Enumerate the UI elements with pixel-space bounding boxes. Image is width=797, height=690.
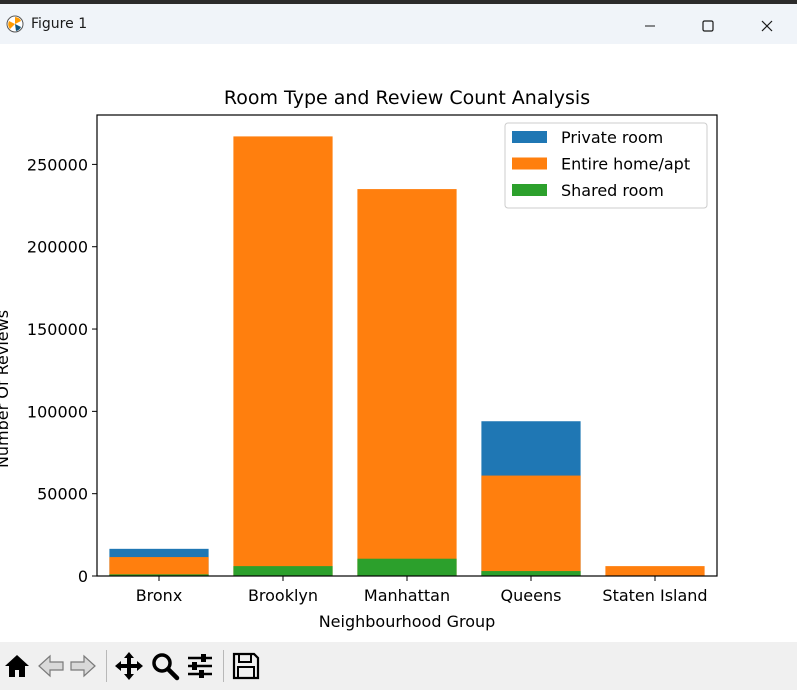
x-axis: Bronx Brooklyn Manhattan Queens Staten Islan… bbox=[136, 576, 708, 605]
axes-frame bbox=[96, 114, 718, 577]
zoom-magnifier-icon bbox=[152, 653, 180, 681]
forward-arrow-icon bbox=[70, 654, 96, 678]
chart-title: Room Type and Review Count Analysis bbox=[224, 87, 590, 109]
forward-button[interactable] bbox=[68, 651, 98, 681]
toolbar-separator bbox=[106, 650, 107, 682]
x-tick-label: Brooklyn bbox=[248, 586, 318, 605]
y-tick-label: 250000 bbox=[27, 155, 88, 174]
bar-entire-home-apt-brooklyn bbox=[233, 136, 333, 576]
home-button[interactable] bbox=[2, 651, 32, 681]
x-tick-label: Manhattan bbox=[364, 586, 450, 605]
minimize-icon bbox=[645, 25, 655, 27]
save-floppy-icon bbox=[232, 652, 260, 680]
x-tick-label: Bronx bbox=[136, 586, 183, 605]
close-button[interactable] bbox=[744, 8, 790, 44]
x-tick-label: Staten Island bbox=[602, 586, 707, 605]
navigation-toolbar bbox=[0, 642, 797, 690]
figure-canvas: Room Type and Review Count Analysis Neig… bbox=[0, 44, 797, 642]
bar-shared-room-bronx bbox=[109, 574, 209, 576]
legend-swatch bbox=[512, 184, 547, 196]
stacked-bar-chart: Room Type and Review Count Analysis Neig… bbox=[0, 87, 718, 631]
pan-move-icon bbox=[115, 652, 143, 680]
y-tick-label: 100000 bbox=[27, 402, 88, 421]
minimize-button[interactable] bbox=[627, 8, 673, 44]
toolbar-separator bbox=[223, 650, 224, 682]
y-tick-label: 150000 bbox=[27, 320, 88, 339]
y-tick-label: 50000 bbox=[37, 485, 88, 504]
window-title: Figure 1 bbox=[31, 16, 88, 32]
pan-button[interactable] bbox=[114, 651, 144, 681]
maximize-button[interactable] bbox=[685, 8, 731, 44]
back-button[interactable] bbox=[36, 651, 66, 681]
configure-subplots-button[interactable] bbox=[185, 651, 215, 681]
legend-box bbox=[504, 122, 708, 209]
legend-label: Private room bbox=[561, 128, 663, 147]
home-icon bbox=[5, 655, 29, 677]
x-tick-label: Queens bbox=[501, 586, 562, 605]
window-titlebar: Figure 1 bbox=[0, 0, 797, 44]
legend-swatch bbox=[512, 157, 547, 170]
y-tick-label: 200000 bbox=[27, 238, 88, 257]
save-button[interactable] bbox=[231, 651, 261, 681]
x-axis-label: Neighbourhood Group bbox=[319, 612, 496, 631]
bar-shared-room-brooklyn bbox=[233, 566, 333, 576]
matplotlib-logo-icon bbox=[6, 15, 24, 33]
back-arrow-icon bbox=[38, 654, 64, 678]
maximize-icon bbox=[702, 20, 714, 32]
y-tick-label: 0 bbox=[78, 567, 88, 586]
bar-shared-room-queens bbox=[481, 571, 581, 576]
zoom-button[interactable] bbox=[150, 651, 180, 681]
bar-shared-room-manhattan bbox=[357, 558, 457, 576]
bar-entire-home-apt-queens bbox=[481, 475, 581, 576]
legend-swatch bbox=[512, 131, 547, 143]
bar-entire-home-apt-staten-island bbox=[605, 566, 705, 576]
bar-entire-home-apt-bronx bbox=[109, 557, 209, 576]
legend-label: Shared room bbox=[561, 181, 664, 200]
close-icon bbox=[761, 20, 773, 32]
legend-label: Entire home/apt bbox=[561, 155, 690, 174]
bars-group bbox=[109, 136, 705, 576]
configure-subplots-icon bbox=[188, 654, 212, 678]
y-axis-label: Number Of Reviews bbox=[0, 310, 12, 468]
y-axis: 0 50000 100000 150000 200000 250000 bbox=[27, 155, 97, 586]
bar-entire-home-apt-manhattan bbox=[357, 189, 457, 576]
legend: Private room Entire home/apt Shared room bbox=[504, 122, 708, 209]
